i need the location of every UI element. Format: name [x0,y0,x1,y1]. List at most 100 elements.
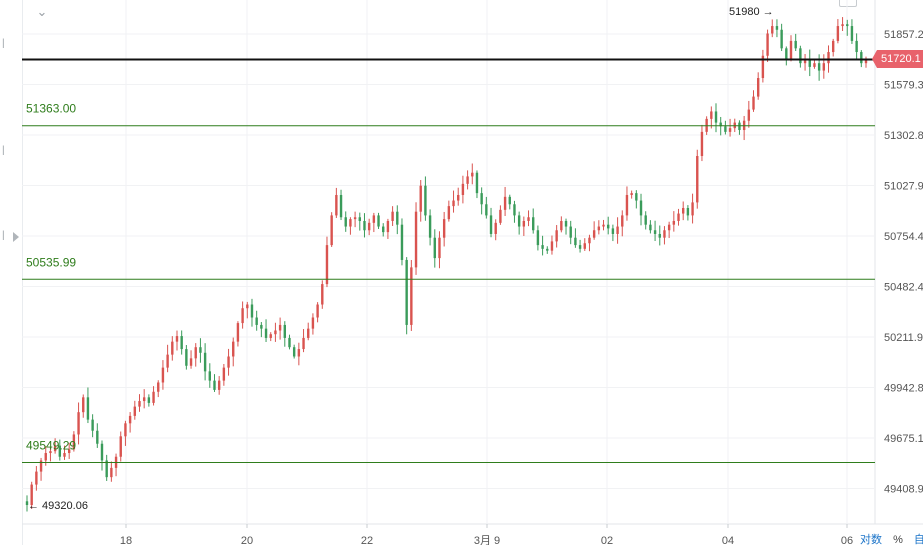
candle-body [822,63,826,71]
candle-body [846,24,849,27]
candle-body [166,354,169,368]
horizontal-lines: 51363.00 50535.99 49549.29 [22,58,875,463]
candle-body [44,453,47,461]
y-tick-label: 51302.8 [884,130,923,142]
candle-body [864,59,868,64]
candle-body [363,220,366,231]
candle-body [438,237,441,259]
toolbar-mark: | [2,38,5,49]
candle-body [775,26,779,30]
candle-body [611,228,615,234]
candle-body [710,111,713,119]
candle-body [63,453,66,457]
candle-body [283,324,286,338]
candle-body [494,222,497,234]
candle-body [836,26,840,41]
candle-body [653,230,657,234]
candle-body [241,308,244,324]
candle-body [180,336,183,350]
candle-body [433,237,436,259]
candle-body [808,59,811,67]
candle-body [850,26,854,41]
candle-body [447,206,451,220]
candle-body [175,336,179,342]
chevron-down-icon[interactable]: ⌄ [36,4,48,19]
y-tick-label: 50482.4 [884,282,923,294]
candle-body [667,224,671,231]
candle-body [855,40,858,53]
candle-body [475,172,479,194]
candle-body [442,219,446,238]
candle-body [602,224,605,227]
y-tick-label: 49675.1 [884,433,923,445]
candle-body [635,193,638,201]
last-price-tag[interactable]: 51720.1 [877,50,923,69]
candle-body [161,367,165,383]
candle-body [827,52,830,64]
log-scale-button[interactable]: 对数 [860,534,882,546]
candle-body [105,460,108,478]
candle-body [227,356,230,368]
horizontal-line-label: 50535.99 [26,255,76,269]
candle-body [142,397,146,402]
candle-body [560,220,563,231]
left-toolbar-strip: | | | [0,0,23,545]
candle-body [756,78,760,97]
candle-body [555,230,558,242]
candle-body [86,397,90,420]
candle-body [860,52,863,64]
candle-body [682,207,685,214]
candle-body [686,207,690,216]
candle-body [724,126,727,132]
candle-body [817,63,821,71]
y-tick-label: 50754.4 [884,231,923,243]
candle-body [119,436,122,457]
candle-body [578,245,582,249]
candle-body [339,194,343,218]
candle-body [616,226,619,234]
grid-lines [22,0,923,525]
x-tick-label: 06 [841,535,853,545]
candle-body [49,451,52,454]
candle-body [564,220,568,227]
candle-body [677,213,680,221]
candle-body [349,219,352,227]
candle-body [785,48,788,60]
candle-body [461,183,465,195]
candle-body [288,337,291,348]
candle-body [466,176,469,184]
candle-body [761,55,765,79]
candle-body [499,209,502,223]
candle-body [325,245,329,285]
candle-body [489,215,493,234]
last-price-pointer [872,50,877,69]
y-tick-label: 51579.3 [884,80,923,92]
candle-body [621,215,624,227]
candle-body [644,215,647,225]
candle-body [302,337,305,350]
toolbar-mark: | [2,230,5,241]
candle-body [25,501,29,506]
candle-body [799,48,802,64]
candle-body [53,445,57,452]
candle-body [96,430,99,444]
candle-body [569,226,572,238]
candle-body [330,215,333,246]
candle-body [147,397,151,403]
candle-body [100,443,104,461]
candle-body [400,224,404,260]
candle-body [414,211,418,268]
candle-body [72,434,76,450]
candle-body [728,128,732,132]
percent-scale-button[interactable]: % [893,534,903,546]
scale-toggle-button[interactable] [839,0,857,7]
candle-body [789,40,793,60]
collapse-panel-icon[interactable] [13,232,19,242]
candle-body [480,193,483,205]
toolbar-mark: | [2,145,5,156]
auto-scale-button[interactable]: 自 [913,534,923,546]
candle-body [185,349,188,366]
candle-body [396,211,399,225]
y-tick-label: 51027.9 [884,181,923,193]
